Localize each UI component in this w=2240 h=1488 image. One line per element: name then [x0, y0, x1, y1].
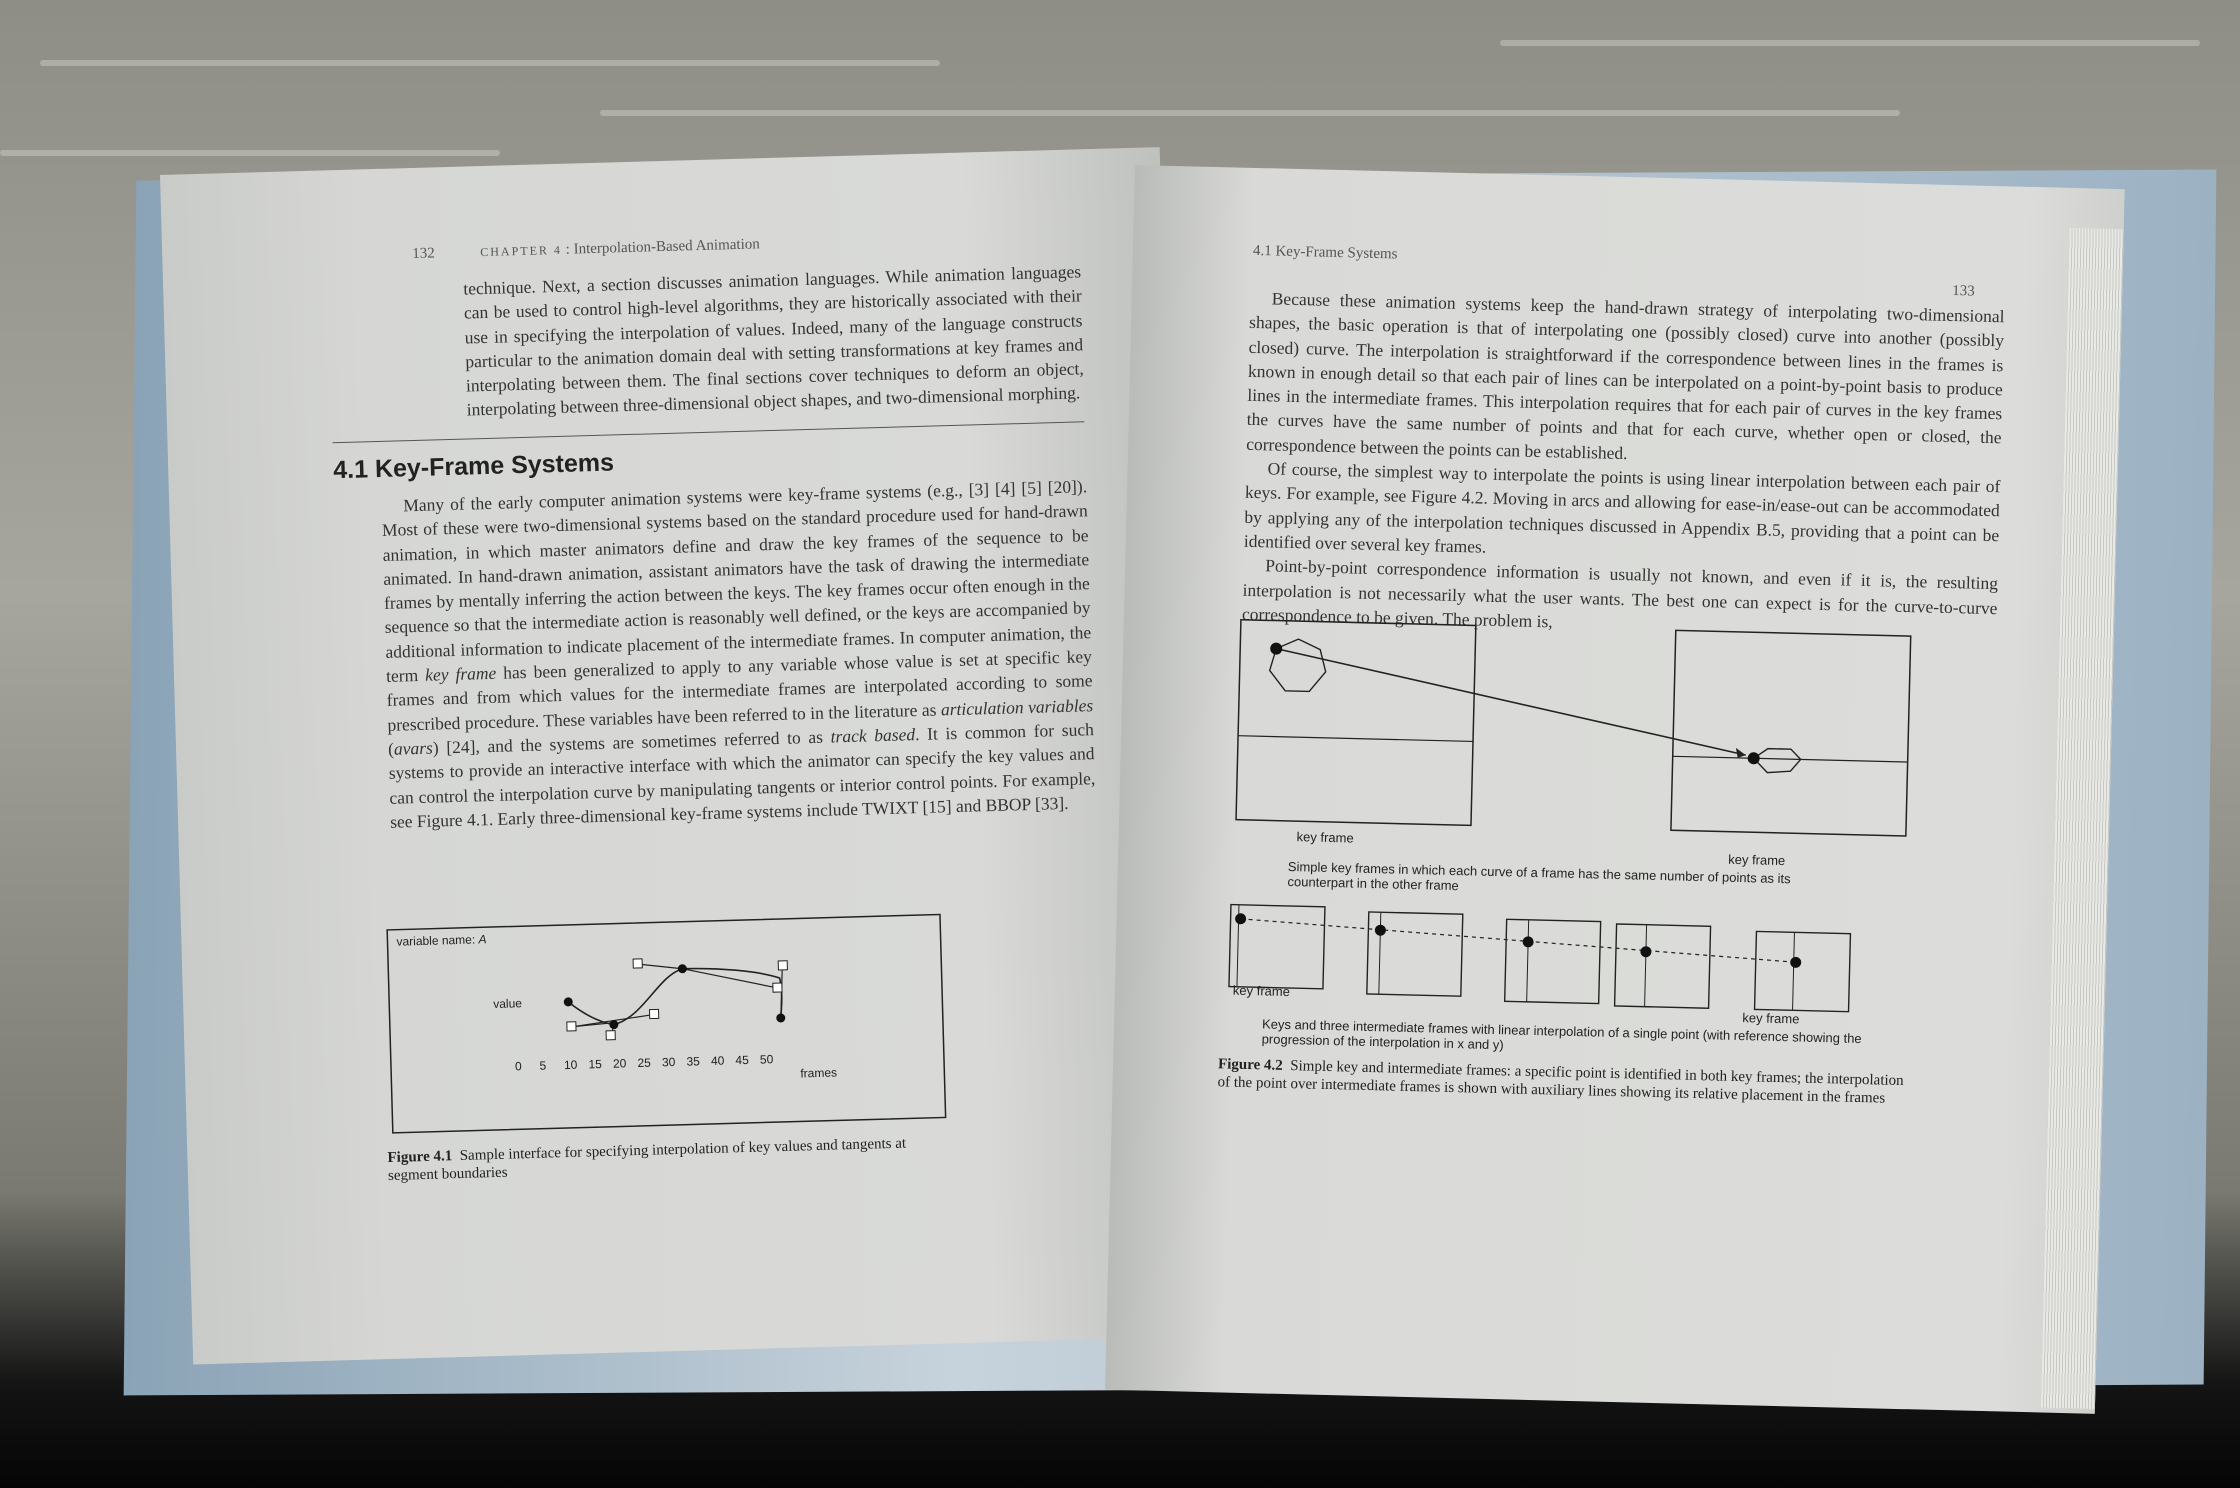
- wood-grain: [1500, 40, 2200, 46]
- left-page-number: 132: [412, 245, 436, 262]
- reference-line: [1792, 932, 1795, 1011]
- interpolated-point: [1522, 936, 1534, 948]
- key-point: [776, 1013, 786, 1023]
- term-articulation-variables: articulation variables: [940, 694, 1094, 720]
- frame-box-mid-1: [1366, 911, 1464, 997]
- figure-4-1-caption-text: Sample interface for specifying interpol…: [387, 1135, 907, 1185]
- tangent-line: [682, 968, 779, 989]
- key-frame-1-shape: [1268, 638, 1327, 693]
- key-frame-1-line: [1238, 735, 1474, 743]
- frame-box-mid-3: [1613, 923, 1712, 1009]
- tangent-handle: [772, 982, 783, 993]
- wood-grain: [600, 110, 1900, 116]
- section-paragraph-text: Many of the early computer animation sys…: [381, 476, 1096, 832]
- x-tick-label: 45: [735, 1053, 749, 1067]
- tangent-line: [571, 1022, 614, 1028]
- reference-line: [1526, 919, 1530, 1002]
- right-page-number: 133: [1951, 283, 1975, 300]
- arrow-head: [1735, 747, 1746, 758]
- frame-box-key-1: [1228, 903, 1326, 990]
- interpolation-arrow: [1276, 647, 1746, 756]
- interpolated-point: [1374, 924, 1386, 936]
- term-avars: avars: [393, 737, 434, 759]
- figure-4-2-caption: Figure 4.2 Simple key and intermediate f…: [1217, 1055, 1908, 1108]
- key-point-2: [1747, 752, 1760, 765]
- x-tick-label: 5: [539, 1059, 546, 1073]
- right-paragraphs: Because these animation systems keep the…: [1242, 286, 2005, 645]
- running-head-chapter: CHAPTER 4: [480, 242, 563, 260]
- wood-grain: [40, 60, 940, 66]
- x-tick-label: 30: [662, 1055, 676, 1069]
- tangent-handle: [566, 1021, 577, 1032]
- tangent-handle: [648, 1008, 660, 1020]
- intro-paragraph: technique. Next, a section discusses ani…: [463, 259, 1085, 422]
- key-frame-label-3: key frame: [1232, 982, 1291, 1000]
- interpolation-curve: [567, 967, 783, 1026]
- running-head-title: Interpolation-Based Animation: [573, 236, 760, 258]
- tangent-handle: [605, 1030, 616, 1041]
- interpolated-point: [1235, 913, 1247, 925]
- section-paragraph: Many of the early computer animation sys…: [381, 474, 1096, 834]
- figure-4-2-caption-label: Figure 4.2: [1217, 1056, 1283, 1074]
- paragraph-1: Because these animation systems keep the…: [1245, 288, 2005, 463]
- key-point: [677, 964, 687, 974]
- interpolated-point: [1640, 946, 1652, 958]
- term-key-frame: key frame: [424, 662, 497, 685]
- key-frame-box-1: [1235, 618, 1477, 827]
- x-axis-ticks: 0 5 10 15 20 25 30 35 40 45 50: [515, 1052, 774, 1073]
- figure-4-2-intermediate-frames: [1228, 903, 1852, 1013]
- tangent-handle: [777, 960, 788, 971]
- x-tick-label: 40: [711, 1054, 725, 1068]
- interpolated-point: [1790, 956, 1802, 968]
- x-tick-label: 0: [515, 1059, 522, 1073]
- x-tick-label: 15: [588, 1057, 602, 1071]
- intro-paragraph-text: technique. Next, a section discusses ani…: [463, 261, 1085, 421]
- key-frame-label-2: key frame: [1728, 851, 1786, 869]
- x-tick-label: 10: [564, 1058, 578, 1072]
- key-frame-label-4: key frame: [1742, 1010, 1800, 1027]
- y-axis-label: value: [493, 996, 522, 1011]
- x-tick-label: 25: [637, 1056, 651, 1070]
- left-page: 132 CHAPTER 4 : Interpolation-Based Anim…: [160, 147, 1193, 1365]
- term-track-based: track based: [830, 724, 916, 747]
- figure-4-1-frame: [386, 913, 947, 1134]
- right-page: 4.1 Key-Frame Systems 133 Because these …: [1105, 165, 2125, 1414]
- reference-line: [1378, 912, 1382, 995]
- subcaption-bottom: Keys and three intermediate frames with …: [1261, 1016, 1862, 1053]
- key-point-1: [1270, 642, 1283, 655]
- right-running-head: 4.1 Key-Frame Systems: [1252, 242, 1398, 263]
- figure-4-2-caption-text: Simple key and intermediate frames: a sp…: [1217, 1058, 1904, 1107]
- figure-4-1-caption-label: Figure 4.1: [387, 1148, 453, 1167]
- key-frame-2-line: [1672, 755, 1908, 763]
- frame-box-key-2: [1753, 930, 1852, 1013]
- key-frame-label-1: key frame: [1296, 829, 1354, 846]
- key-frame-box-2: [1670, 629, 1912, 837]
- figure-4-1: variable name: A value 0 5 10 15 20 25 30 35 40 4…: [386, 913, 947, 1134]
- figure-4-2-key-frames: [1235, 618, 1912, 837]
- figure-4-1-caption: Figure 4.1 Sample interface for specifyi…: [387, 1133, 948, 1185]
- x-tick-label: 50: [760, 1052, 774, 1066]
- key-frame-2-shape: [1752, 747, 1802, 774]
- key-point: [563, 997, 573, 1007]
- wood-grain: [0, 150, 500, 156]
- interpolation-path: [1240, 918, 1798, 964]
- key-point: [609, 1020, 619, 1030]
- section-heading: 4.1 Key-Frame Systems: [332, 448, 615, 485]
- frame-box-mid-2: [1503, 918, 1602, 1005]
- paragraph-2: Of course, the simplest way to interpola…: [1243, 458, 2001, 557]
- tangent-handle: [632, 958, 643, 969]
- x-tick-label: 35: [686, 1054, 700, 1068]
- x-axis-label: frames: [800, 1065, 837, 1080]
- left-running-head: CHAPTER 4 : Interpolation-Based Animatio…: [480, 236, 760, 261]
- variable-label: variable name: A: [396, 932, 486, 949]
- section-rule: [332, 421, 1085, 444]
- reference-line: [1644, 924, 1648, 1007]
- tangent-line: [637, 963, 683, 970]
- x-tick-label: 20: [613, 1056, 627, 1070]
